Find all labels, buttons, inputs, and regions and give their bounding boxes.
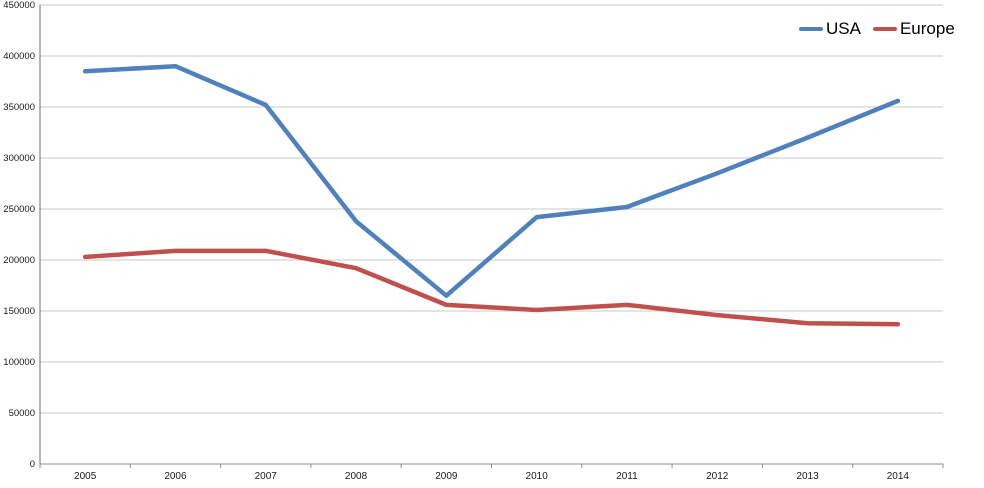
series-line-europe[interactable] <box>82 248 901 327</box>
x-axis-tick-label: 2014 <box>887 471 910 482</box>
usa-series-label: USA <box>826 19 861 38</box>
legend-item-usa[interactable]: USA <box>799 20 861 37</box>
legend-item-europe[interactable]: Europe <box>872 19 955 38</box>
x-axis-tick-label: 2007 <box>255 471 278 482</box>
x-axis-tick-label: 2006 <box>164 471 187 482</box>
y-axis-tick-label: 200000 <box>3 255 35 266</box>
usa-series-swatch <box>799 26 823 31</box>
y-axis-tick-label: 450000 <box>3 0 35 11</box>
chart-legend: USA Europe <box>799 20 955 37</box>
x-axis-tick-label: 2012 <box>706 471 729 482</box>
y-axis-tick-label: 350000 <box>3 102 35 113</box>
europe-series-label: Europe <box>899 19 955 38</box>
x-axis-tick-label: 2010 <box>526 471 549 482</box>
y-axis-tick-label: 300000 <box>3 153 35 164</box>
y-axis-tick-label: 250000 <box>3 204 35 215</box>
europe-series-swatch <box>872 26 897 31</box>
x-axis-tick-label: 2013 <box>796 471 819 482</box>
y-axis-tick-label: 150000 <box>3 306 35 317</box>
x-axis-tick-label: 2008 <box>345 471 368 482</box>
y-axis-tick-label: 50000 <box>9 408 35 419</box>
x-axis-tick-label: 2011 <box>616 471 638 482</box>
y-axis-tick-label: 0 <box>30 459 35 470</box>
y-axis-tick-label: 400000 <box>3 51 35 62</box>
y-axis-tick-label: 100000 <box>3 357 35 368</box>
x-axis-tick-label: 2009 <box>435 471 458 482</box>
series-line-usa[interactable] <box>82 63 901 298</box>
x-axis-tick-label: 2005 <box>74 471 97 482</box>
